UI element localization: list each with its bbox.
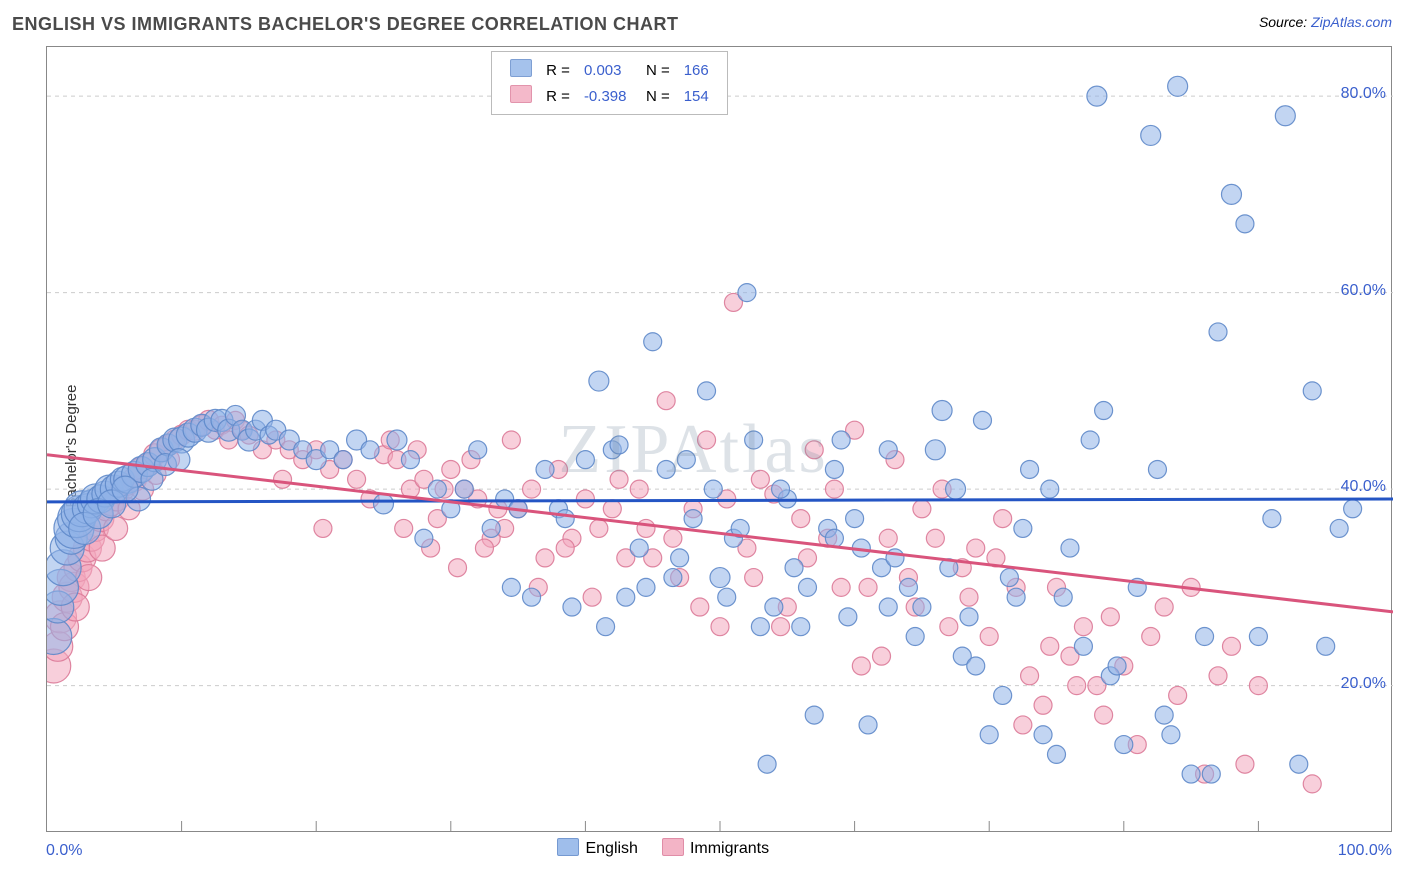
legend-r-label: R = [540, 58, 576, 82]
legend-n-value: 154 [678, 84, 715, 108]
legend-r-label: R = [540, 84, 576, 108]
y-tick-label: 20.0% [1341, 675, 1386, 693]
legend-swatch-icon [662, 838, 684, 856]
y-tick-label: 40.0% [1341, 478, 1386, 496]
x-axis-max-label: 100.0% [1338, 842, 1392, 860]
plot-area: ZIPAtlas R = 0.003 N = 166 R = -0.398 N … [46, 46, 1392, 832]
legend-swatch-icon [510, 59, 532, 77]
chart-title: ENGLISH VS IMMIGRANTS BACHELOR'S DEGREE … [12, 14, 678, 35]
legend-n-label: N = [640, 58, 676, 82]
scatter-svg [47, 47, 1393, 833]
legend-n-value: 166 [678, 58, 715, 82]
correlation-legend: R = 0.003 N = 166 R = -0.398 N = 154 [491, 51, 728, 115]
legend-r-value: 0.003 [578, 58, 638, 82]
source-name: ZipAtlas.com [1311, 14, 1392, 30]
series-legend: English Immigrants [557, 838, 793, 858]
legend-swatch-icon [557, 838, 579, 856]
y-tick-label: 80.0% [1341, 85, 1386, 103]
y-tick-label: 60.0% [1341, 282, 1386, 300]
legend-n-label: N = [640, 84, 676, 108]
chart-container: ENGLISH VS IMMIGRANTS BACHELOR'S DEGREE … [0, 0, 1406, 892]
source-prefix: Source: [1259, 14, 1311, 30]
legend-r-value: -0.398 [578, 84, 638, 108]
source-attribution: Source: ZipAtlas.com [1259, 14, 1392, 30]
x-axis-min-label: 0.0% [46, 842, 82, 860]
legend-series-label: English [585, 840, 637, 857]
legend-swatch-icon [510, 85, 532, 103]
legend-series-label: Immigrants [690, 840, 769, 857]
